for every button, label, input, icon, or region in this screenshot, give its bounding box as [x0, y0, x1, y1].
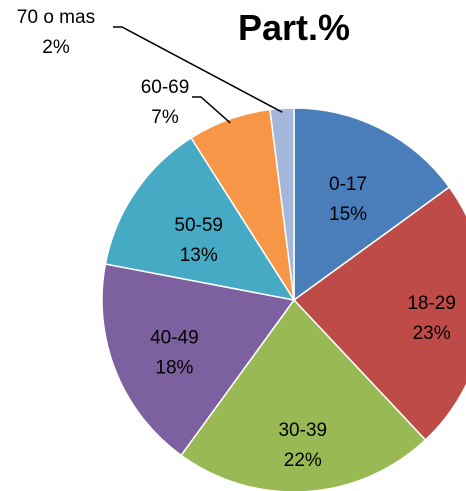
slice-percent-label: 2% — [42, 37, 70, 58]
slice-category-label: 30-39 — [278, 420, 327, 441]
slice-labels: 0-17 15% 18-29 23% 30-39 22% 40-49 18% 50-59 13% 6… — [17, 7, 456, 471]
slice-category-label: 50-59 — [174, 215, 223, 236]
leader-line-60-69 — [192, 96, 231, 124]
leader-line-70-o-mas — [113, 26, 283, 113]
slice-percent-label: 15% — [329, 204, 367, 225]
pie-slice-40-49 — [101, 263, 296, 457]
pie-slice-70-o-mas — [269, 107, 295, 301]
slice-percent-label: 13% — [180, 245, 218, 266]
slice-category-label: 18-29 — [407, 293, 456, 314]
slice-percent-label: 22% — [284, 450, 322, 471]
pie-slice-50-59 — [104, 136, 296, 302]
chart-title: Part.% — [238, 7, 350, 48]
slice-percent-label: 7% — [151, 107, 179, 128]
slice-percent-label: 18% — [155, 357, 193, 378]
slice-category-label: 60-69 — [141, 77, 190, 98]
slice-category-label: 0-17 — [329, 174, 367, 195]
pie-slice-0-17 — [293, 107, 451, 302]
pie-slice-30-39 — [180, 298, 427, 491]
slice-category-label: 70 o mas — [17, 7, 95, 28]
slice-percent-label: 23% — [413, 323, 451, 344]
leader-lines — [113, 26, 283, 124]
pie-slices — [101, 107, 466, 491]
slice-category-label: 40-49 — [150, 327, 199, 348]
